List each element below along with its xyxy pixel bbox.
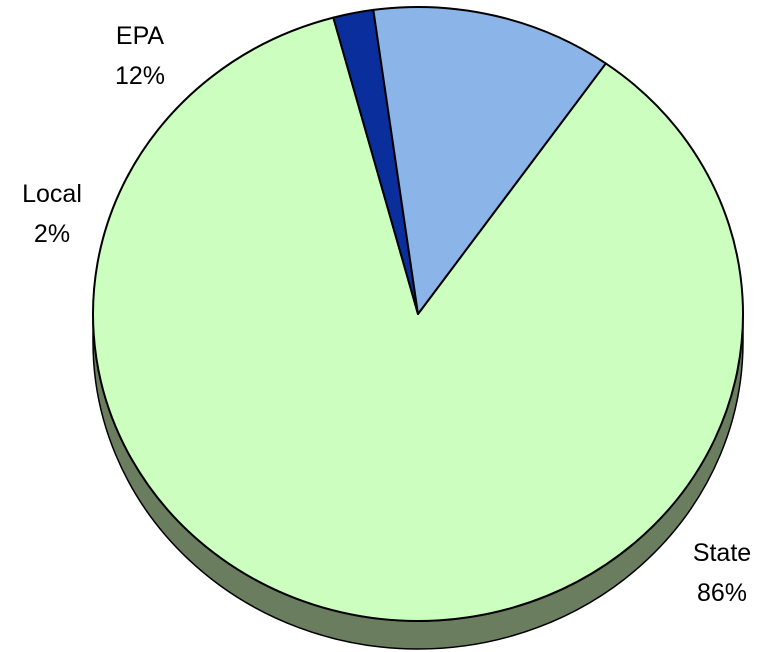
pie-slices xyxy=(92,6,744,622)
pie-slice-epa xyxy=(372,6,607,315)
slice-label-percent-epa: 12% xyxy=(115,62,165,90)
slice-label-percent-local: 2% xyxy=(34,220,70,248)
pie-labels: State 86% Local 2% EPA 12% xyxy=(22,22,751,607)
slice-label-name-state: State xyxy=(693,539,751,567)
slice-label-name-local: Local xyxy=(22,180,82,208)
slice-label-percent-state: 86% xyxy=(697,579,747,607)
pie-slice-state xyxy=(92,16,744,622)
slice-label-name-epa: EPA xyxy=(116,22,164,50)
